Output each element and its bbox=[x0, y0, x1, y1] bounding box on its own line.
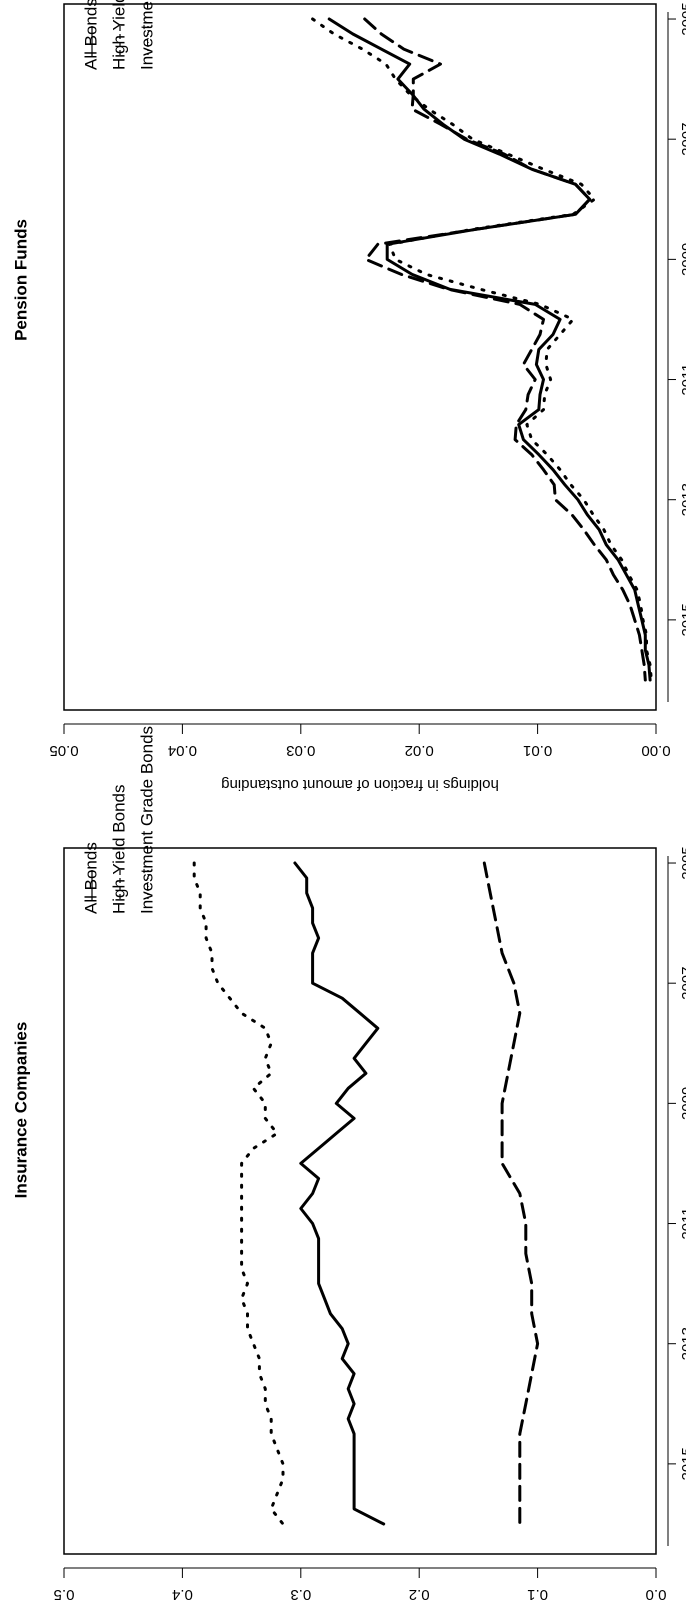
legend: All Bonds High Yield Bonds Investment Grad… bbox=[81, 0, 156, 70]
x-tick-label: 2013 bbox=[679, 483, 686, 516]
x-tick-label: 2015 bbox=[679, 603, 686, 636]
y-tick-label: 0.0 bbox=[646, 1586, 667, 1603]
series-line-investment-grade-bonds bbox=[192, 861, 285, 1526]
x-tick-label: 2011 bbox=[679, 1207, 686, 1239]
x-tick-label: 2005 bbox=[679, 2, 686, 35]
pension-funds-panel: Pension Funds 0.00 0.01 0.02 0.03 0.04 0.05 hol… bbox=[11, 0, 686, 793]
y-tick-label: 0.00 bbox=[641, 742, 670, 759]
series-line-high-yield-bonds bbox=[363, 17, 647, 682]
y-tick-label: 0.1 bbox=[527, 1586, 548, 1603]
chart-title: Pension Funds bbox=[11, 219, 30, 341]
y-tick-label: 0.01 bbox=[523, 742, 552, 759]
legend-label: Investment Grade Bonds bbox=[137, 726, 156, 914]
x-tick-label: 2005 bbox=[679, 846, 686, 879]
x-tick-label: 2009 bbox=[679, 243, 686, 276]
y-tick-label: 0.3 bbox=[290, 1586, 311, 1603]
legend-label: Investment Grade Bonds bbox=[137, 0, 156, 70]
y-tick-label: 0.05 bbox=[49, 742, 78, 759]
y-tick-label: 0.5 bbox=[54, 1586, 75, 1603]
x-tick-label: 2007 bbox=[679, 967, 686, 1000]
y-axis-title: holdings in fraction of amount outstandi… bbox=[221, 776, 499, 793]
legend-label: High Yield Bonds bbox=[109, 785, 128, 914]
y-tick-label: 0.04 bbox=[168, 742, 197, 759]
plot-frame bbox=[63, 3, 657, 711]
y-tick-label: 0.02 bbox=[405, 742, 434, 759]
x-tick-label: 2015 bbox=[679, 1447, 686, 1480]
series-line-investment-grade-bonds bbox=[311, 17, 653, 682]
series-line-high-yield-bonds bbox=[482, 861, 540, 1526]
y-tick-label: 0.2 bbox=[409, 1586, 430, 1603]
insurance-companies-panel: Insurance Companies 0.0 0.1 0.2 0.3 0.4 0.5 hol… bbox=[11, 726, 686, 1603]
x-tick-label: 2009 bbox=[679, 1087, 686, 1120]
series-line-all-bonds bbox=[293, 861, 386, 1526]
series-line-all-bonds bbox=[327, 17, 652, 682]
x-tick-label: 2011 bbox=[679, 363, 686, 395]
chart-title: Insurance Companies bbox=[11, 1022, 30, 1199]
x-tick-label: 2007 bbox=[679, 123, 686, 156]
legend-label: All Bonds bbox=[81, 0, 100, 70]
x-tick-label: 2013 bbox=[679, 1327, 686, 1360]
plot-frame bbox=[63, 847, 657, 1555]
y-tick-label: 0.03 bbox=[286, 742, 315, 759]
y-tick-label: 0.4 bbox=[172, 1586, 193, 1603]
legend-label: High Yield Bonds bbox=[109, 0, 128, 70]
legend-label: All Bonds bbox=[81, 842, 100, 914]
legend: All Bonds High Yield Bonds Investment Grad… bbox=[81, 726, 156, 914]
